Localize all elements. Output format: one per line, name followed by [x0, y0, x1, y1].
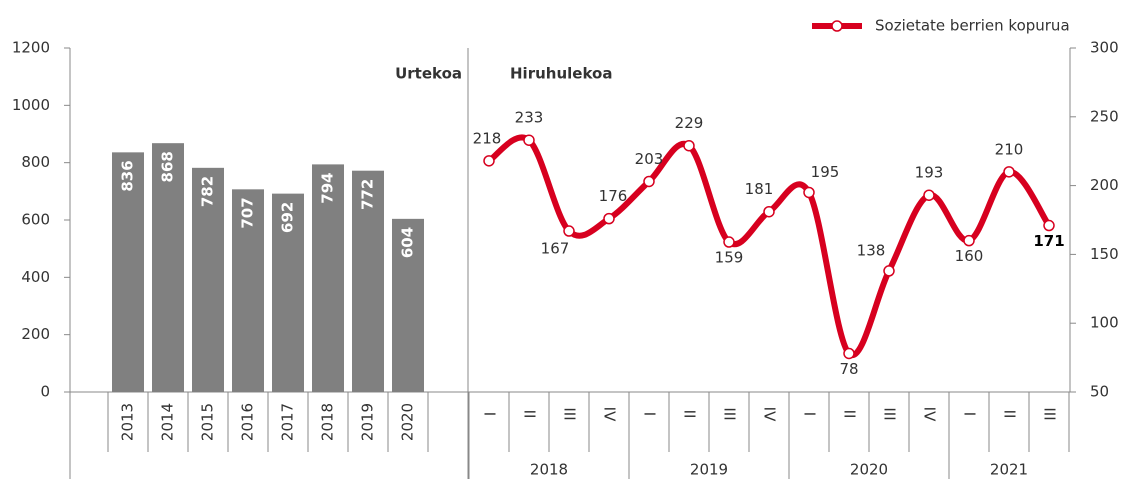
bar — [232, 189, 264, 392]
y2-tick-label: 100 — [1090, 314, 1119, 332]
y-tick-label: 600 — [21, 211, 50, 229]
x-tick-label: IV — [601, 407, 619, 422]
value-label: 707 — [239, 197, 257, 228]
marker — [803, 186, 815, 199]
marker — [923, 189, 935, 201]
marker — [563, 225, 575, 237]
value-label: 836 — [119, 160, 137, 191]
value-label: 782 — [199, 176, 217, 207]
value-label: 193 — [915, 164, 944, 182]
value-label: 203 — [635, 150, 664, 168]
value-label: 794 — [319, 172, 337, 203]
x-tick-label: 2019 — [359, 403, 377, 441]
x-tick-label: II — [1001, 410, 1019, 419]
marker — [523, 134, 535, 146]
x-tick-label: II — [681, 410, 699, 419]
marker — [843, 347, 855, 360]
x-tick-label: 2014 — [159, 403, 177, 441]
x-tick-label: 2017 — [279, 403, 297, 441]
x-tick-label: III — [1041, 407, 1059, 420]
legend-marker — [831, 20, 843, 32]
value-label: 218 — [473, 129, 502, 147]
bar — [392, 218, 424, 392]
value-label: 181 — [745, 180, 774, 198]
value-label: 167 — [541, 240, 570, 258]
value-label: 138 — [857, 241, 886, 259]
x-group-label: 2020 — [850, 461, 888, 479]
bar — [312, 164, 344, 392]
x-tick-label: 2016 — [239, 403, 257, 441]
value-label: 772 — [359, 179, 377, 210]
bar — [152, 143, 184, 392]
x-tick-label: I — [801, 412, 819, 416]
legend-label: Sozietate berrien kopurua — [875, 17, 1070, 35]
x-tick-label: I — [641, 412, 659, 416]
bar — [192, 167, 224, 392]
y-tick-label: 1200 — [12, 39, 50, 57]
x-tick-label: IV — [921, 407, 939, 422]
value-label: 692 — [279, 202, 297, 233]
bar — [272, 193, 304, 392]
x-tick-label: III — [881, 407, 899, 420]
x-tick-label: III — [561, 407, 579, 420]
value-label: 195 — [811, 163, 840, 181]
value-label: 159 — [715, 249, 744, 267]
x-tick-label: 2020 — [399, 403, 417, 441]
y-tick-label: 0 — [40, 383, 50, 401]
x-group-label: 2018 — [530, 461, 568, 479]
marker — [1043, 219, 1055, 232]
marker — [1003, 166, 1015, 178]
x-tick-label: 2018 — [319, 403, 337, 441]
y2-tick-label: 250 — [1090, 107, 1119, 125]
marker — [483, 155, 495, 167]
marker — [723, 236, 735, 248]
marker — [643, 175, 655, 188]
value-label: 176 — [599, 187, 628, 205]
marker — [683, 139, 695, 152]
bar — [112, 152, 144, 392]
marker — [603, 212, 615, 225]
value-label: 233 — [515, 109, 544, 127]
marker — [763, 205, 775, 218]
x-tick-label: II — [521, 410, 539, 419]
x-group-label: 2021 — [990, 461, 1028, 479]
x-group-label: 2019 — [690, 461, 728, 479]
y-tick-label: 800 — [21, 153, 50, 171]
value-label: 210 — [995, 140, 1024, 158]
value-label: 171 — [1033, 232, 1064, 250]
value-label: 604 — [399, 227, 417, 258]
panel-title: Urtekoa — [395, 65, 462, 83]
value-label: 868 — [159, 151, 177, 182]
y2-tick-label: 50 — [1090, 383, 1109, 401]
y2-tick-label: 200 — [1090, 176, 1119, 194]
value-label: 78 — [839, 360, 858, 378]
y-tick-label: 1000 — [12, 96, 50, 114]
marker — [883, 265, 895, 277]
value-label: 229 — [675, 114, 704, 132]
bar — [352, 170, 384, 392]
x-tick-label: II — [841, 410, 859, 419]
x-tick-label: I — [961, 412, 979, 416]
y-tick-label: 200 — [21, 325, 50, 343]
x-tick-label: 2013 — [119, 403, 137, 441]
x-tick-label: III — [721, 407, 739, 420]
marker — [963, 234, 975, 247]
y-tick-label: 400 — [21, 268, 50, 286]
x-tick-label: IV — [761, 407, 779, 422]
series-line — [487, 134, 1052, 359]
value-label: 160 — [955, 247, 984, 265]
y2-tick-label: 150 — [1090, 245, 1119, 263]
y2-tick-label: 300 — [1090, 39, 1119, 57]
panel-title: Hiruhulekoa — [510, 65, 612, 83]
x-tick-label: 2015 — [199, 403, 217, 441]
x-tick-label: I — [481, 412, 499, 416]
